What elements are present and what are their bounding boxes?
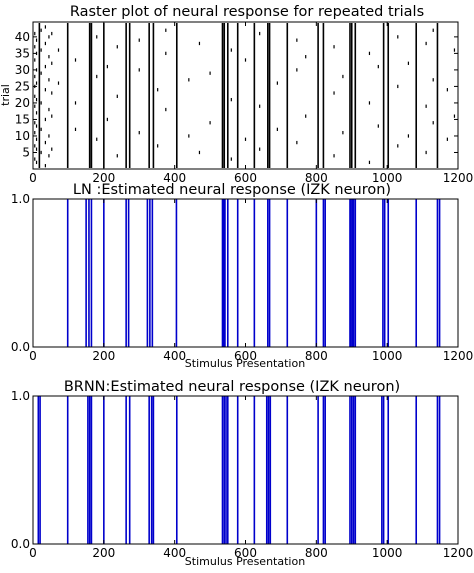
y-tick-label: 1.0 <box>11 389 30 403</box>
x-tick-label: 0 <box>29 171 37 185</box>
ln-panel: LN :Estimated neural response (IZK neuro… <box>11 182 473 370</box>
x-tick-label: 600 <box>234 171 257 185</box>
y-tick-label: 0.0 <box>11 340 30 354</box>
x-tick-label: 200 <box>92 349 115 363</box>
y-tick-label: 5 <box>22 145 30 159</box>
brnn-panel: BRNN:Estimated neural response (IZK neur… <box>11 379 473 568</box>
brnn-xlabel: Stimulus Presentation <box>185 555 305 568</box>
ln-xlabel: Stimulus Presentation <box>185 357 305 370</box>
y-tick-label: 10 <box>15 129 30 143</box>
y-tick-label: 30 <box>15 63 30 77</box>
x-tick-label: 400 <box>163 171 186 185</box>
x-tick-label: 200 <box>92 171 115 185</box>
ln-spikes <box>66 199 441 347</box>
x-tick-label: 0 <box>29 349 37 363</box>
ln-ticks: 0 200 400 600 800 1000 1200 0.0 1.0 <box>11 192 473 363</box>
y-tick-label: 40 <box>15 30 30 44</box>
x-tick-label: 600 <box>234 546 257 560</box>
x-tick-label: 800 <box>305 546 328 560</box>
ln-frame <box>32 198 459 348</box>
x-tick-label: 600 <box>234 349 257 363</box>
y-tick-label: 1.0 <box>11 192 30 206</box>
x-tick-label: 0 <box>29 546 37 560</box>
y-tick-label: 20 <box>15 96 30 110</box>
y-tick-label: 25 <box>15 79 30 93</box>
brnn-title: BRNN:Estimated neural response (IZK neur… <box>64 379 400 395</box>
raster-frame <box>32 21 459 170</box>
x-tick-label: 1200 <box>443 349 474 363</box>
x-tick-label: 200 <box>92 546 115 560</box>
brnn-frame <box>32 395 459 545</box>
raster-title: Raster plot of neural response for repea… <box>70 4 424 20</box>
x-tick-label: 1000 <box>372 349 403 363</box>
x-tick-label: 800 <box>305 349 328 363</box>
raster-panel: Raster plot of neural response for repea… <box>0 4 473 185</box>
y-tick-label: 0.0 <box>11 537 30 551</box>
raster-marks <box>34 23 456 168</box>
x-tick-label: 1200 <box>443 171 474 185</box>
x-tick-label: 1000 <box>372 171 403 185</box>
x-tick-label: 400 <box>163 546 186 560</box>
x-tick-label: 1200 <box>443 546 474 560</box>
x-tick-label: 1000 <box>372 546 403 560</box>
ln-title: LN :Estimated neural response (IZK neuro… <box>73 182 391 198</box>
x-tick-label: 800 <box>305 171 328 185</box>
raster-ylabel: trial <box>0 84 12 106</box>
brnn-spikes <box>37 396 441 544</box>
y-tick-label: 35 <box>15 46 30 60</box>
raster-ticks: 0 200 400 600 800 1000 1200 5 10 15 20 25 30 35 40 <box>15 22 474 185</box>
brnn-ticks: 0 200 400 600 800 1000 1200 0.0 1.0 <box>11 389 473 560</box>
y-tick-label: 15 <box>15 112 30 126</box>
x-tick-label: 400 <box>163 349 186 363</box>
